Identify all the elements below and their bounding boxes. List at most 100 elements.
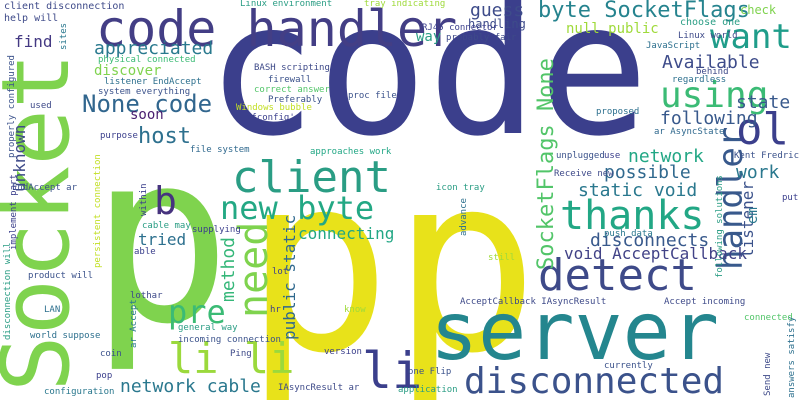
word: discover [94,63,162,79]
word: SocketFlags None [534,58,559,270]
word: Windows bubble [236,103,312,113]
word: want [710,17,792,57]
word: ol [736,104,789,155]
word: approaches work [310,147,392,157]
word: handling [468,17,526,31]
word: physical connected [98,55,196,65]
word: regardless [672,75,727,85]
word: EndAccept ar [12,183,78,193]
word: appreciated [94,38,214,59]
word: Linux environment [240,0,333,9]
word: need [231,221,277,318]
word: guess [470,0,525,21]
word: Send new [763,352,773,396]
word: hr [270,305,281,315]
word: disconnected [464,361,725,400]
word: new byte [220,189,375,227]
word: server [430,285,719,378]
word: push data [604,229,653,239]
word: connected [744,313,793,323]
word: lothar [130,291,163,301]
word: AcceptCallback IAsyncResult [460,297,607,307]
word: behind [696,67,729,77]
word: ifconfig' [246,113,295,123]
word: Receive new [554,169,614,179]
word: lot [272,267,289,277]
word: disconnection will [3,242,13,340]
word: void AcceptCallback [564,244,748,263]
word: following solutions [715,175,725,278]
word: method [218,236,239,302]
word: Preferably [268,95,323,105]
word: one Flip [408,367,452,377]
word: Accept incoming [664,297,746,307]
word: supplying [192,225,241,235]
word: ar Accept [129,299,139,348]
word: null public [566,21,659,37]
word: use [604,151,621,161]
word: network [628,146,704,167]
word: pop [96,371,113,381]
word: disconnects [590,230,710,251]
word: find [14,32,53,51]
word: version [324,347,362,357]
word: configuration [44,387,115,397]
word: em [745,207,761,224]
word: BASH scripting [254,63,330,73]
word: used [30,101,52,111]
word: able [134,247,156,257]
word: product will [28,271,94,281]
word: properly configured [7,55,17,158]
word: detect [538,250,697,301]
word: purpose [100,131,138,141]
word: firewall [268,75,312,85]
word: using [660,75,769,116]
word: world suppose [30,331,101,341]
word: p [90,103,232,376]
word: tried [138,230,187,249]
word: incoming connection [178,335,281,345]
word: general way [178,323,238,333]
word: static void [578,180,698,201]
word: None code [82,90,213,118]
word: soon [130,107,164,123]
word: network cable [120,376,261,397]
word: thanks [560,193,705,239]
word: file system [190,145,250,155]
word: cable may [142,221,191,231]
word: following [660,108,758,129]
word: check [740,3,777,17]
word: byte SocketFlags [538,0,750,23]
word: IAsyncResult ar [278,383,360,393]
word: persistent connection [93,154,103,268]
word: tray indicating [364,0,446,9]
word: code handler [96,0,458,58]
word: know [344,305,366,315]
word: Ping [230,349,252,359]
word: JavaScript [646,41,701,51]
word: proc file [348,91,397,101]
word: li li [168,334,295,383]
word: within [139,183,149,216]
word: probably fair [446,33,517,43]
word: advance [459,198,469,236]
word: Linux world [678,31,738,41]
word: client [232,152,391,203]
word: currently [604,361,653,371]
word: pp [244,122,540,400]
word: li [362,342,423,400]
word: still [488,253,516,263]
word: RJ45 connector [422,23,498,33]
word: put [782,193,799,203]
word: ar AsyncState [654,127,725,137]
word: correct answer [254,85,330,95]
word: way [416,29,442,45]
word: implement part [9,174,19,250]
word: coin [100,349,122,359]
word: help will [4,13,59,24]
word: Kent Fredric [734,151,800,161]
word: LAN [44,305,61,315]
word: Available [662,52,760,73]
word: listener EndAccept [104,77,202,87]
